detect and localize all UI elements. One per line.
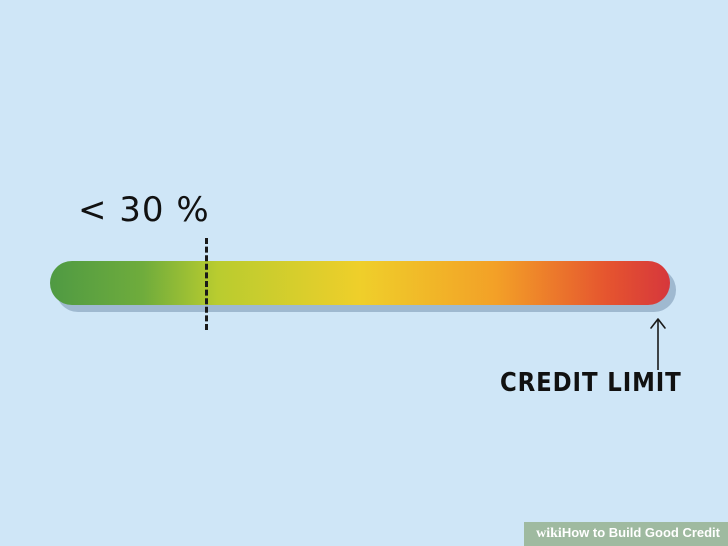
watermark-how: How bbox=[561, 525, 590, 540]
threshold-dashed-line bbox=[205, 238, 208, 330]
credit-limit-label: CREDIT LIMIT bbox=[500, 368, 682, 398]
threshold-label: < 30 % bbox=[78, 190, 210, 230]
watermark-title: to Build Good Credit bbox=[592, 525, 720, 540]
watermark: wikiHow to Build Good Credit bbox=[524, 522, 728, 546]
up-arrow-icon bbox=[650, 318, 666, 370]
watermark-brand: wiki bbox=[536, 526, 562, 541]
utilization-bar bbox=[50, 261, 670, 305]
